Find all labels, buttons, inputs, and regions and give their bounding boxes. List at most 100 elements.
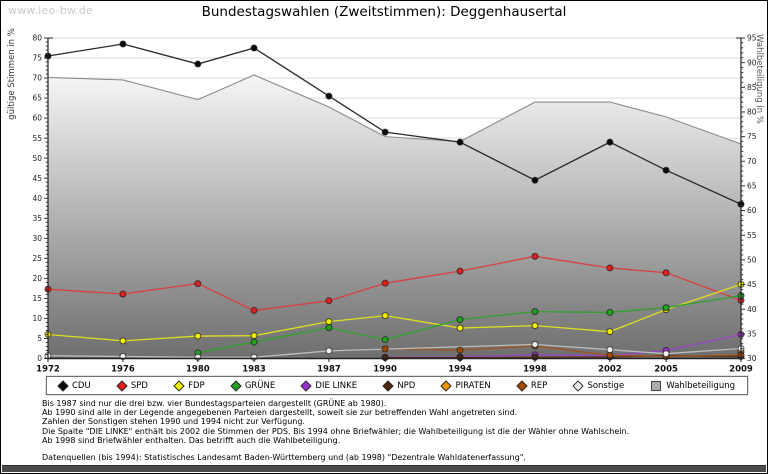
marker-cdu — [531, 176, 539, 184]
left-tick-label: 35 — [32, 214, 42, 223]
marker-rep — [381, 345, 389, 353]
legend-label: DIE LINKE — [315, 380, 358, 391]
x-tick-label: 1998 — [523, 365, 547, 375]
legend-label: Wahlbeteiligung — [666, 380, 735, 391]
right-tick-label: 45 — [747, 280, 757, 289]
left-tick-label: 0 — [37, 354, 42, 363]
legend-item-spd: SPD — [116, 379, 148, 392]
marker-fdp — [381, 312, 389, 320]
x-tick-label: 1976 — [111, 365, 135, 375]
wahlbeteiligung-line — [47, 74, 742, 145]
left-tick-label: 5 — [37, 334, 42, 343]
left-axis-title: gültige Stimmen in % — [7, 28, 17, 120]
legend-label: CDU — [72, 380, 91, 391]
left-tick-label: 20 — [32, 274, 42, 283]
footnote-line: Zahlen der Sonstigen stehen 1990 und 199… — [42, 417, 305, 427]
left-tick-label: 50 — [32, 154, 42, 163]
marker-cdu — [325, 92, 333, 100]
marker-cdu — [250, 44, 258, 52]
horizontal-scrollbar[interactable] — [2, 465, 766, 472]
right-tick-label: 55 — [747, 231, 757, 240]
diamond-marker-icon — [572, 379, 585, 392]
right-tick-label: 70 — [747, 157, 757, 166]
marker-cdu — [662, 166, 670, 174]
right-tick-label: 65 — [747, 182, 757, 191]
marker-fdp — [194, 332, 202, 340]
marker-spd — [531, 252, 539, 260]
left-tick-label: 30 — [32, 234, 42, 243]
footnote-line: Bis 1987 sind nur die drei bzw. vier Bun… — [42, 399, 387, 408]
left-tick-label: 60 — [32, 114, 42, 123]
chart-title: Bundestagswahlen (Zweitstimmen): Deggenh… — [201, 4, 567, 20]
marker-grüne — [456, 316, 464, 324]
right-tick-label: 75 — [747, 132, 757, 141]
marker-cdu — [381, 128, 389, 136]
left-tick-label: 15 — [32, 294, 42, 303]
legend-item-wahlbeteiligung: Wahlbeteiligung — [651, 380, 735, 391]
marker-grüne — [662, 304, 670, 312]
marker-fdp — [250, 332, 258, 340]
x-tick-label: 2009 — [729, 365, 753, 375]
diamond-marker-icon — [116, 379, 128, 392]
marker-grüne — [381, 336, 389, 344]
marker-cdu — [456, 138, 464, 146]
marker-spd — [456, 267, 464, 275]
diamond-marker-icon — [382, 379, 394, 392]
left-tick-label: 80 — [32, 34, 42, 43]
legend-label: PIRATEN — [455, 380, 491, 391]
footnote-line: Ab 1998 sind Briefwähler enthalten. Das … — [42, 435, 341, 445]
marker-sonstige — [531, 340, 539, 348]
marker-grüne — [325, 324, 333, 332]
marker-grüne — [606, 308, 614, 316]
marker-spd — [250, 306, 258, 314]
marker-sonstige — [662, 350, 670, 358]
legend-item-npd: NPD — [382, 379, 416, 392]
x-tick-label: 1980 — [186, 365, 210, 375]
marker-spd — [119, 290, 127, 298]
marker-cdu — [194, 60, 202, 68]
legend-label: SPD — [130, 380, 148, 391]
marker-sonstige — [325, 347, 333, 355]
marker-grüne — [531, 308, 539, 316]
series-line-rep — [385, 345, 742, 358]
marker-fdp — [606, 328, 614, 336]
series-line-die-linke — [385, 333, 742, 358]
wahlbeteiligung-area — [48, 74, 741, 359]
legend-item-die-linke: DIE LINKE — [300, 379, 358, 392]
left-tick-label: 10 — [32, 314, 42, 323]
square-marker-icon — [651, 380, 662, 391]
right-tick-label: 50 — [747, 255, 757, 264]
x-tick-label: 1987 — [317, 365, 341, 375]
right-tick-label: 35 — [747, 329, 757, 338]
marker-cdu — [119, 40, 127, 48]
marker-spd — [381, 279, 389, 287]
right-tick-label: 90 — [747, 58, 757, 67]
marker-spd — [325, 297, 333, 305]
marker-spd — [606, 264, 614, 272]
chart-legend: CDU SPD FDP GRÜNE DIE LINKE NPD PIRATEN REP Sons… — [45, 375, 749, 396]
right-tick-label: 85 — [747, 83, 757, 92]
marker-fdp — [325, 318, 333, 326]
datasource-note: Datenquellen (bis 1994): Statistisches L… — [42, 453, 526, 462]
marker-rep — [456, 346, 464, 354]
marker-spd — [662, 269, 670, 277]
footnote-line: Die Spalte "DIE LINKE" enthält bis 2002 … — [42, 426, 630, 436]
legend-label: NPD — [397, 380, 416, 391]
diamond-marker-icon — [230, 379, 242, 392]
x-tick-label: 1994 — [448, 365, 472, 375]
legend-label: Sonstige — [587, 380, 625, 391]
marker-fdp — [456, 324, 464, 332]
left-tick-label: 55 — [32, 134, 42, 143]
diamond-marker-icon — [300, 379, 313, 392]
x-tick-label: 1972 — [36, 365, 60, 375]
x-tick-label: 1990 — [373, 365, 397, 375]
diamond-marker-icon — [516, 379, 528, 392]
right-tick-label: 80 — [747, 108, 757, 117]
legend-item-grüne: GRÜNE — [230, 379, 275, 392]
right-tick-label: 30 — [747, 354, 757, 363]
marker-fdp — [119, 337, 127, 345]
legend-item-rep: REP — [516, 379, 547, 392]
diamond-marker-icon — [173, 379, 185, 392]
